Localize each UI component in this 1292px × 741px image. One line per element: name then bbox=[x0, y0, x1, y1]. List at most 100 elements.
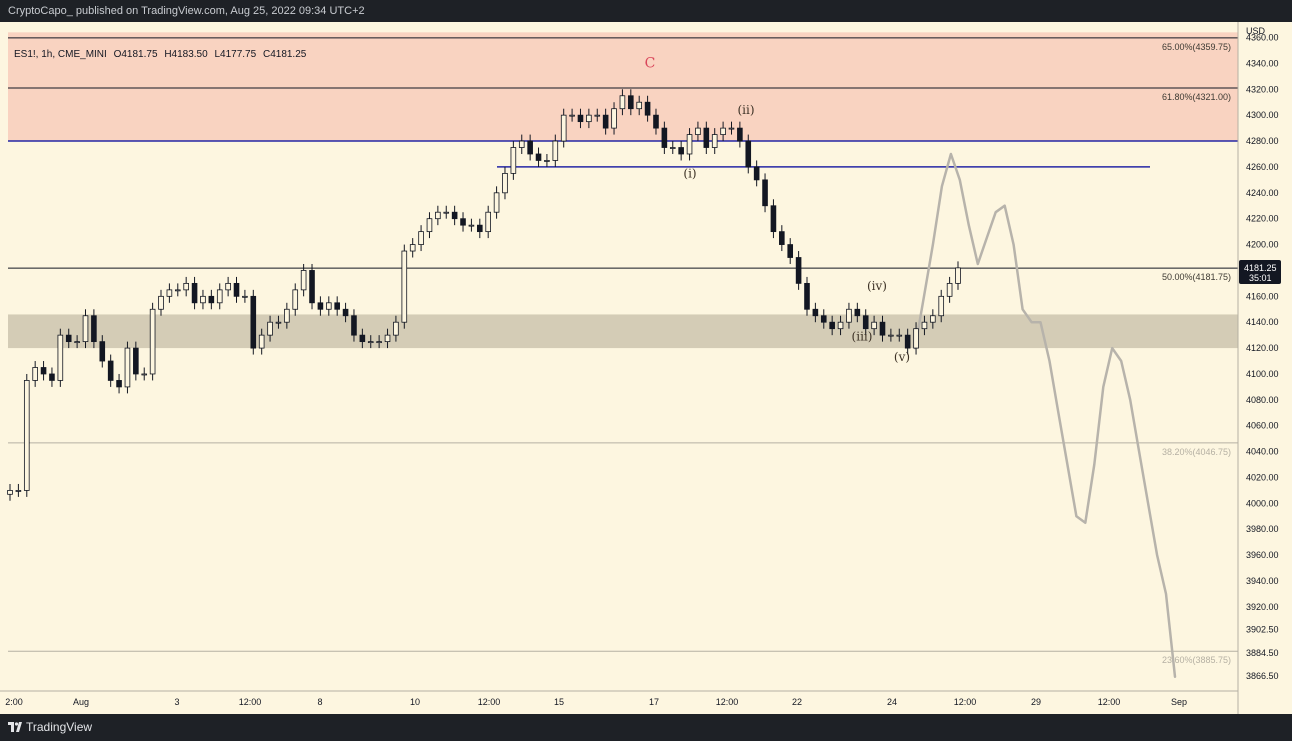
candle[interactable] bbox=[888, 328, 894, 342]
candle[interactable] bbox=[133, 341, 139, 381]
candle[interactable] bbox=[435, 205, 441, 226]
brand-name[interactable]: TradingView bbox=[26, 720, 93, 734]
candle[interactable] bbox=[82, 309, 89, 349]
candle[interactable] bbox=[49, 367, 55, 387]
candle[interactable] bbox=[569, 108, 575, 122]
candle[interactable] bbox=[711, 128, 718, 154]
candle[interactable] bbox=[594, 108, 601, 122]
candle[interactable] bbox=[904, 328, 911, 355]
candle[interactable] bbox=[619, 89, 626, 116]
candle[interactable] bbox=[225, 276, 231, 297]
candle[interactable] bbox=[837, 315, 844, 336]
price-axis-panel[interactable] bbox=[1238, 22, 1292, 714]
chart-canvas[interactable]: 65.00%(4359.75) 61.80%(4321.00) 50.00%(418… bbox=[0, 22, 1292, 714]
candle[interactable] bbox=[443, 205, 450, 219]
candle[interactable] bbox=[846, 302, 852, 329]
candle[interactable] bbox=[208, 289, 215, 310]
candle[interactable] bbox=[401, 244, 408, 329]
candle[interactable] bbox=[376, 335, 382, 349]
candle[interactable] bbox=[309, 263, 315, 310]
candle[interactable] bbox=[602, 108, 609, 135]
candle[interactable] bbox=[40, 361, 47, 381]
candle[interactable] bbox=[183, 276, 189, 297]
candle[interactable] bbox=[703, 121, 710, 154]
candle[interactable] bbox=[32, 361, 38, 387]
candle[interactable] bbox=[686, 128, 693, 161]
candle[interactable] bbox=[242, 289, 248, 303]
candle[interactable] bbox=[636, 95, 643, 116]
candle[interactable] bbox=[65, 328, 72, 349]
candle[interactable] bbox=[267, 315, 273, 342]
candle[interactable] bbox=[393, 315, 399, 342]
candle[interactable] bbox=[728, 121, 735, 135]
candle[interactable] bbox=[820, 309, 827, 329]
candle[interactable] bbox=[695, 121, 701, 142]
candle[interactable] bbox=[871, 315, 877, 336]
candle[interactable] bbox=[342, 302, 349, 323]
candle[interactable] bbox=[921, 315, 928, 336]
candle[interactable] bbox=[57, 328, 64, 387]
candle[interactable] bbox=[854, 302, 861, 323]
candle[interactable] bbox=[485, 205, 491, 239]
candle[interactable] bbox=[300, 263, 307, 297]
candle[interactable] bbox=[896, 328, 903, 342]
candle[interactable] bbox=[166, 283, 173, 303]
candle[interactable] bbox=[216, 283, 223, 310]
candle[interactable] bbox=[460, 212, 466, 232]
candle[interactable] bbox=[611, 102, 617, 135]
candle[interactable] bbox=[317, 296, 324, 316]
candle[interactable] bbox=[653, 108, 659, 135]
candle[interactable] bbox=[552, 134, 559, 167]
candle[interactable] bbox=[661, 121, 668, 154]
candle[interactable] bbox=[535, 147, 542, 167]
candle[interactable] bbox=[560, 108, 567, 148]
candle[interactable] bbox=[23, 373, 30, 497]
candle[interactable] bbox=[325, 296, 332, 316]
chart-frame[interactable]: 65.00%(4359.75) 61.80%(4321.00) 50.00%(418… bbox=[0, 22, 1292, 714]
candle[interactable] bbox=[99, 335, 106, 368]
candle[interactable] bbox=[174, 283, 181, 297]
candle[interactable] bbox=[15, 483, 22, 497]
candle[interactable] bbox=[351, 309, 357, 342]
candle[interactable] bbox=[829, 315, 835, 336]
candle[interactable] bbox=[955, 261, 961, 290]
candle[interactable] bbox=[200, 289, 206, 310]
candle[interactable] bbox=[418, 225, 424, 252]
candle[interactable] bbox=[158, 289, 164, 316]
candle[interactable] bbox=[930, 309, 936, 329]
candle[interactable] bbox=[946, 276, 953, 303]
candle[interactable] bbox=[644, 95, 651, 122]
candle[interactable] bbox=[91, 309, 97, 349]
candle[interactable] bbox=[284, 302, 290, 329]
candle[interactable] bbox=[745, 134, 752, 174]
candle[interactable] bbox=[250, 289, 257, 355]
candle[interactable] bbox=[292, 283, 299, 316]
candle[interactable] bbox=[258, 328, 265, 355]
candle[interactable] bbox=[359, 328, 366, 349]
candle[interactable] bbox=[770, 199, 777, 239]
candle[interactable] bbox=[468, 218, 475, 232]
candle[interactable] bbox=[527, 134, 533, 161]
candle[interactable] bbox=[191, 276, 198, 310]
candle[interactable] bbox=[334, 296, 340, 316]
tradingview-logo-icon[interactable] bbox=[8, 721, 22, 733]
candle[interactable] bbox=[787, 238, 794, 264]
candle[interactable] bbox=[544, 153, 550, 167]
candle[interactable] bbox=[426, 212, 433, 239]
candle[interactable] bbox=[149, 302, 156, 381]
candle[interactable] bbox=[409, 238, 416, 258]
candle[interactable] bbox=[753, 160, 760, 187]
candle[interactable] bbox=[275, 315, 282, 329]
candle[interactable] bbox=[233, 276, 240, 303]
candle[interactable] bbox=[124, 341, 131, 394]
candle[interactable] bbox=[938, 289, 945, 323]
candle[interactable] bbox=[116, 373, 122, 394]
candle[interactable] bbox=[804, 276, 810, 316]
candle[interactable] bbox=[577, 108, 584, 129]
candle[interactable] bbox=[493, 186, 500, 219]
candle[interactable] bbox=[7, 483, 13, 501]
candle[interactable] bbox=[862, 309, 869, 336]
candle[interactable] bbox=[141, 367, 148, 381]
candle[interactable] bbox=[795, 251, 802, 290]
candle[interactable] bbox=[779, 225, 785, 252]
